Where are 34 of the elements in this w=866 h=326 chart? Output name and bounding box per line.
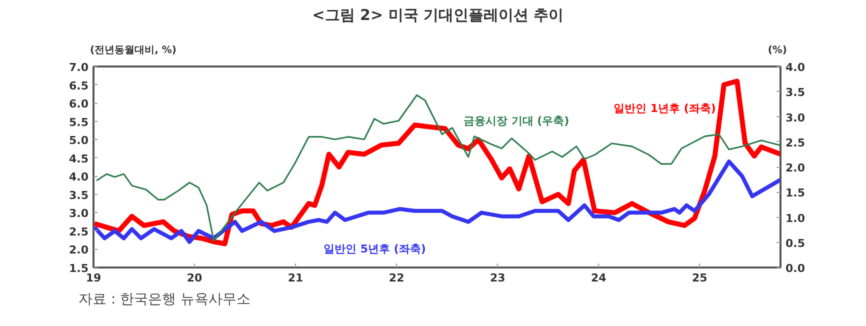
y2-tick-label: 0.5 xyxy=(786,236,805,250)
series-label: 금융시장 기대 (우축) xyxy=(464,114,570,128)
x-tick-label: 21 xyxy=(288,272,304,284)
y2-tick-label: 3.0 xyxy=(786,111,806,124)
chart-title: <그림 2> 미국 기대인플레이션 추이 xyxy=(311,5,565,26)
series-label: 일반인 5년후 (좌축) xyxy=(324,242,426,256)
y2-tick-label: 1.0 xyxy=(786,212,806,225)
x-tick-label: 20 xyxy=(186,272,203,284)
y-tick-label: 3.0 xyxy=(69,207,89,220)
y-tick-label: 7.0 xyxy=(69,61,89,74)
y-tick-label: 4.0 xyxy=(69,170,89,184)
y-tick-label: 2.5 xyxy=(69,225,89,238)
y-tick-label: 5.5 xyxy=(69,116,89,129)
text: 자료 : 한국은행 뉴욕사무소 xyxy=(78,292,251,308)
y2-tick-label: 3.5 xyxy=(786,86,805,100)
x-tick-label: 23 xyxy=(490,272,506,284)
y-tick-label: 2.0 xyxy=(69,244,89,257)
y-tick-label: 6.0 xyxy=(69,98,89,111)
y2-tick-label: 2.0 xyxy=(786,162,806,174)
y-tick-label: 5.0 xyxy=(69,134,89,148)
x-tick-label: 24 xyxy=(590,272,607,284)
series-label: 일반인 1년후 (좌축) xyxy=(614,102,716,115)
y2-tick-label: 4.0 xyxy=(786,61,806,74)
line-series xyxy=(94,160,780,244)
y-axis-title: (전년동월대비, %) xyxy=(90,44,176,58)
y-tick-label: 3.5 xyxy=(69,188,89,202)
y2-tick-label: 2.5 xyxy=(786,136,805,150)
y-tick-label: 6.5 xyxy=(69,79,89,92)
y2-axis-title: (%) xyxy=(768,44,787,58)
y-tick-label: 4.5 xyxy=(69,152,89,166)
x-tick-label: 22 xyxy=(388,272,404,284)
y2-tick-label: 1.5 xyxy=(786,186,805,200)
y2-tick-label: 0.0 xyxy=(786,262,806,275)
x-tick-label: 25 xyxy=(692,272,708,284)
